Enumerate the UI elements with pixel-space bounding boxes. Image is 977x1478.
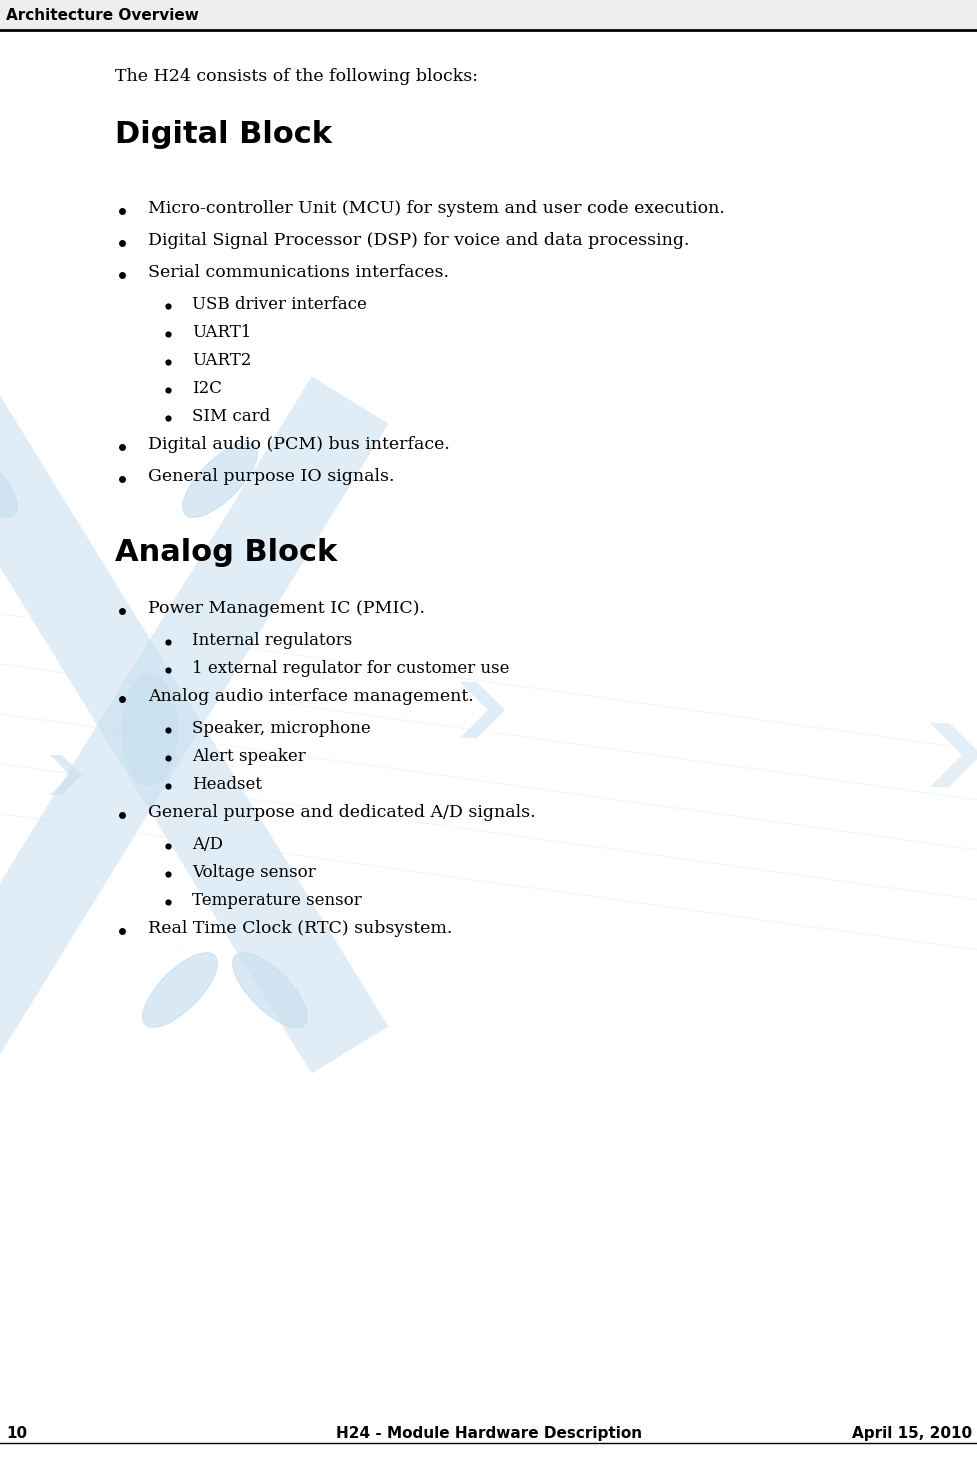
Text: Speaker, microphone: Speaker, microphone [191,720,370,738]
Text: General purpose IO signals.: General purpose IO signals. [148,469,394,485]
Text: Micro-controller Unit (MCU) for system and user code execution.: Micro-controller Unit (MCU) for system a… [148,200,724,217]
PathPatch shape [50,755,82,795]
Ellipse shape [233,953,307,1027]
Text: Architecture Overview: Architecture Overview [6,7,198,22]
Text: Analog audio interface management.: Analog audio interface management. [148,687,473,705]
Text: Real Time Clock (RTC) subsystem.: Real Time Clock (RTC) subsystem. [148,919,452,937]
FancyBboxPatch shape [0,0,977,30]
Text: The H24 consists of the following blocks:: The H24 consists of the following blocks… [115,68,478,86]
Text: UART2: UART2 [191,352,251,370]
Text: SIM card: SIM card [191,408,270,426]
PathPatch shape [0,377,388,1073]
PathPatch shape [459,681,504,738]
Text: A/D: A/D [191,837,223,853]
Text: H24 - Module Hardware Description: H24 - Module Hardware Description [335,1426,642,1441]
Text: Serial communications interfaces.: Serial communications interfaces. [148,265,448,281]
Text: Internal regulators: Internal regulators [191,633,352,649]
Text: 1 external regulator for customer use: 1 external regulator for customer use [191,661,509,677]
PathPatch shape [929,723,977,786]
Text: General purpose and dedicated A/D signals.: General purpose and dedicated A/D signal… [148,804,535,820]
Text: Headset: Headset [191,776,262,794]
Text: USB driver interface: USB driver interface [191,296,366,313]
Text: Digital Signal Processor (DSP) for voice and data processing.: Digital Signal Processor (DSP) for voice… [148,232,689,248]
PathPatch shape [0,377,388,1073]
Ellipse shape [122,675,177,785]
Text: Digital Block: Digital Block [115,120,331,149]
Text: I2C: I2C [191,380,222,398]
Text: Digital audio (PCM) bus interface.: Digital audio (PCM) bus interface. [148,436,449,452]
Text: Alert speaker: Alert speaker [191,748,306,766]
Ellipse shape [143,953,217,1027]
Text: 10: 10 [6,1426,27,1441]
Ellipse shape [0,443,18,517]
Text: Voltage sensor: Voltage sensor [191,865,316,881]
Text: Temperature sensor: Temperature sensor [191,893,361,909]
Text: Analog Block: Analog Block [115,538,337,568]
Ellipse shape [183,443,257,517]
Text: Power Management IC (PMIC).: Power Management IC (PMIC). [148,600,425,616]
Text: April 15, 2010: April 15, 2010 [851,1426,971,1441]
Text: UART1: UART1 [191,324,251,341]
